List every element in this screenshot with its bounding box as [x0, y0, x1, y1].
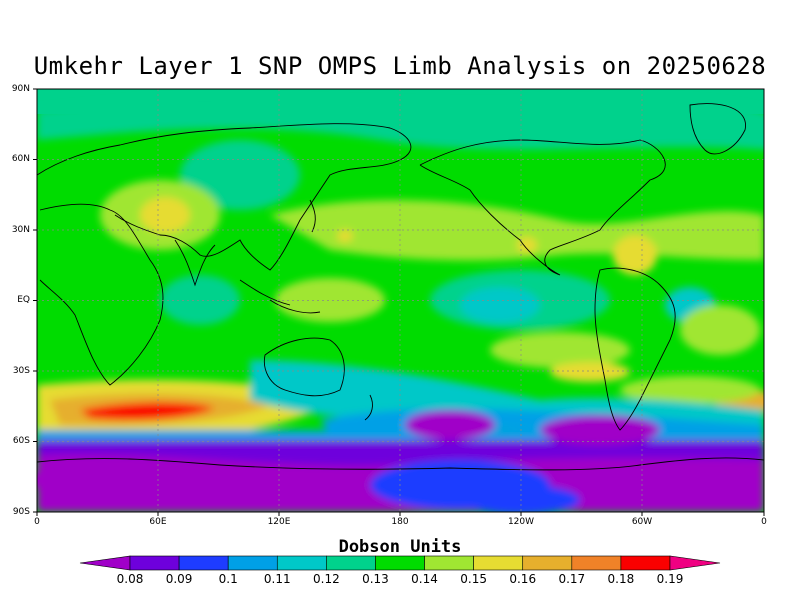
- lon-tick-label: 60E: [149, 517, 167, 527]
- colorbar-cell: [326, 555, 376, 571]
- colorbar-cell: [178, 555, 229, 571]
- colorbar-tick-label: 0.11: [263, 572, 291, 586]
- lon-tick-label: 120W: [507, 517, 535, 527]
- coastlines: [37, 103, 764, 471]
- colorbar-arrow-low: [79, 555, 131, 571]
- colorbar-tick-label: 0.15: [460, 572, 487, 586]
- lon-tick-label: 0: [761, 517, 767, 527]
- lat-tick-label: EQ: [17, 295, 30, 305]
- colorbar-cell: [620, 555, 671, 571]
- colorbar-cell: [227, 555, 278, 571]
- lat-tick-label: 30S: [12, 366, 30, 376]
- lon-tick-label: 120E: [267, 517, 291, 527]
- colorbar-tick-label: 0.17: [558, 572, 586, 586]
- colorbar-title: Dobson Units: [338, 537, 462, 557]
- colorbar-cell: [473, 555, 524, 571]
- colorbar-tick-label: 0.1: [218, 572, 238, 586]
- colorbar-tick-label: 0.16: [509, 572, 537, 586]
- lon-tick-label: 0: [34, 517, 40, 527]
- lat-tick-label: 90N: [11, 84, 30, 94]
- colorbar-arrow-high: [669, 555, 721, 571]
- lat-tick-label: 30N: [11, 225, 30, 235]
- colorbar-cell: [276, 555, 327, 571]
- lon-tick-label: 60W: [631, 517, 653, 527]
- colorbar-cell: [375, 555, 425, 571]
- colorbar-tick-label: 0.18: [607, 572, 635, 586]
- colorbar-tick-label: 0.09: [165, 572, 193, 586]
- colorbar-cell: [424, 555, 474, 571]
- colorbar-tick-label: 0.12: [313, 572, 340, 586]
- axis-ticks: [33, 88, 765, 516]
- gridlines: [37, 89, 764, 512]
- colorbar-tick-label: 0.08: [116, 572, 144, 586]
- colorbar-cell: [522, 555, 573, 571]
- lat-tick-label: 60S: [12, 436, 30, 446]
- field-contours: [37, 98, 764, 512]
- colorbar-tick-label: 0.13: [362, 572, 389, 586]
- colorbar-cell: [571, 555, 622, 571]
- colorbar-tick-label: 0.19: [656, 572, 684, 586]
- lon-tick-label: 180: [391, 517, 409, 527]
- colorbar-tick-label: 0.14: [411, 572, 438, 586]
- colorbar-cell: [129, 555, 180, 571]
- lat-tick-label: 60N: [11, 154, 30, 164]
- lat-tick-label: 90S: [12, 507, 30, 517]
- map-title: Umkehr Layer 1 SNP OMPS Limb Analysis on…: [33, 52, 767, 80]
